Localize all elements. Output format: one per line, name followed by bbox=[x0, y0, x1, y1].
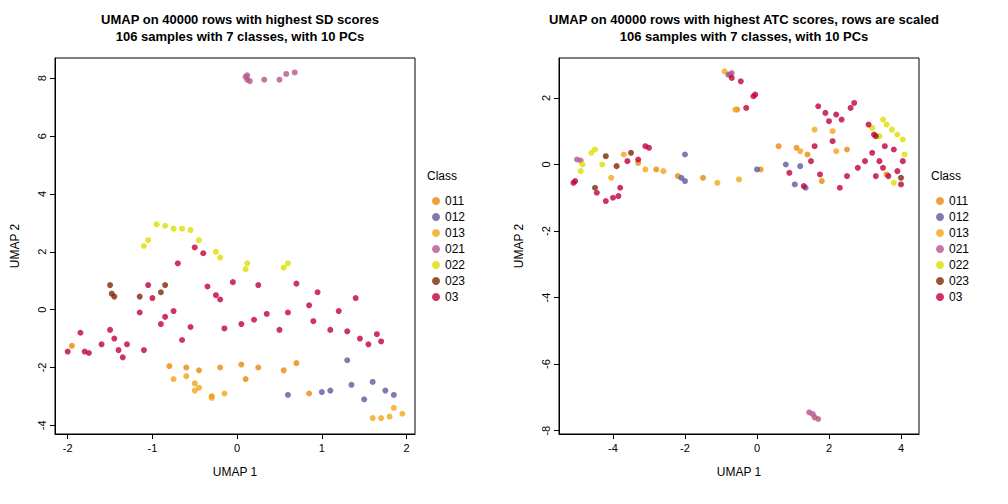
svg-text:UMAP on 40000 rows with highes: UMAP on 40000 rows with highest SD score… bbox=[101, 12, 379, 27]
svg-text:03: 03 bbox=[949, 290, 963, 304]
svg-text:0: 0 bbox=[540, 161, 552, 167]
svg-text:UMAP on 40000 rows with highes: UMAP on 40000 rows with highest ATC scor… bbox=[549, 12, 939, 27]
svg-text:013: 013 bbox=[445, 226, 465, 240]
svg-text:021: 021 bbox=[949, 242, 969, 256]
svg-text:UMAP 2: UMAP 2 bbox=[8, 223, 22, 268]
svg-text:023: 023 bbox=[949, 274, 969, 288]
svg-text:022: 022 bbox=[949, 258, 969, 272]
svg-text:012: 012 bbox=[949, 210, 969, 224]
svg-text:022: 022 bbox=[445, 258, 465, 272]
svg-text:012: 012 bbox=[445, 210, 465, 224]
svg-text:UMAP 2: UMAP 2 bbox=[512, 223, 526, 268]
svg-text:-8: -8 bbox=[540, 426, 552, 436]
svg-text:Class: Class bbox=[427, 169, 457, 183]
svg-text:Class: Class bbox=[931, 169, 961, 183]
svg-text:011: 011 bbox=[949, 194, 968, 208]
svg-text:03: 03 bbox=[445, 290, 459, 304]
svg-text:-4: -4 bbox=[540, 293, 552, 303]
svg-text:011: 011 bbox=[445, 194, 464, 208]
svg-text:-4: -4 bbox=[608, 442, 618, 454]
svg-text:4: 4 bbox=[898, 442, 904, 454]
svg-text:4: 4 bbox=[36, 191, 48, 197]
svg-text:2: 2 bbox=[826, 442, 832, 454]
svg-text:0: 0 bbox=[234, 442, 240, 454]
svg-text:-2: -2 bbox=[680, 442, 690, 454]
svg-text:UMAP 1: UMAP 1 bbox=[213, 465, 258, 479]
svg-text:-2: -2 bbox=[63, 442, 73, 454]
svg-text:8: 8 bbox=[36, 75, 48, 81]
svg-text:-2: -2 bbox=[540, 226, 552, 236]
svg-text:-2: -2 bbox=[36, 363, 48, 373]
svg-text:106 samples with 7 classes, wi: 106 samples with 7 classes, with 10 PCs bbox=[116, 29, 365, 44]
svg-text:021: 021 bbox=[445, 242, 465, 256]
svg-text:023: 023 bbox=[445, 274, 465, 288]
svg-text:013: 013 bbox=[949, 226, 969, 240]
svg-text:-6: -6 bbox=[540, 359, 552, 369]
svg-text:0: 0 bbox=[36, 307, 48, 313]
svg-text:2: 2 bbox=[36, 249, 48, 255]
svg-text:UMAP 1: UMAP 1 bbox=[717, 465, 762, 479]
svg-text:-4: -4 bbox=[36, 420, 48, 430]
svg-text:2: 2 bbox=[540, 95, 552, 101]
svg-text:6: 6 bbox=[36, 133, 48, 139]
svg-text:0: 0 bbox=[754, 442, 760, 454]
svg-text:-1: -1 bbox=[148, 442, 158, 454]
svg-text:1: 1 bbox=[319, 442, 325, 454]
svg-text:2: 2 bbox=[403, 442, 409, 454]
svg-text:106 samples with 7 classes, wi: 106 samples with 7 classes, with 10 PCs bbox=[620, 29, 869, 44]
